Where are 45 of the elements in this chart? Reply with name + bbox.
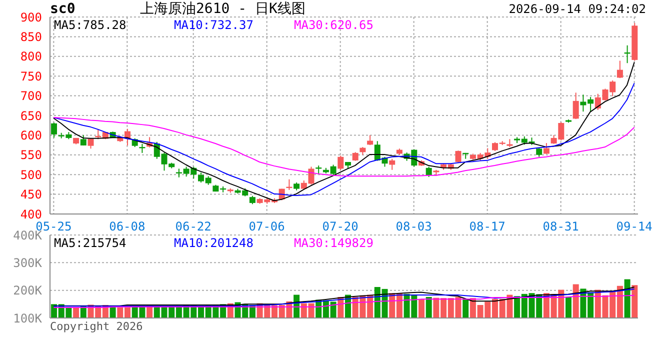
- candlestick: [426, 166, 432, 178]
- chart-title: 上海原油2610 - 日K线图: [140, 0, 306, 18]
- y-tick-label: 500: [20, 168, 42, 182]
- text: MA10:201248: [174, 236, 254, 250]
- candlestick: [572, 92, 579, 120]
- annotation: sc0: [50, 1, 76, 17]
- y-tick-label: 550: [20, 148, 42, 162]
- text: 2026-09-14 09:24:02: [508, 2, 646, 16]
- y-tick-label: 450: [20, 188, 42, 202]
- y-tick-label: 800: [20, 50, 42, 64]
- text: MA5:215754: [54, 236, 128, 250]
- text: Copyright 2026: [50, 320, 143, 333]
- x-tick-label: 06-08: [109, 220, 146, 234]
- text: MA10:732.37: [174, 18, 254, 32]
- line-series: [53, 294, 635, 308]
- candlestick: [367, 134, 374, 146]
- x-tick-label: 08-03: [396, 220, 432, 234]
- y-tick-label: 300K: [13, 256, 43, 270]
- line-series: [53, 62, 635, 202]
- candlestick: [616, 60, 623, 79]
- candlestick: [51, 122, 57, 138]
- candlestick: [455, 150, 462, 164]
- text: MA30:620.65: [294, 18, 374, 32]
- line-series: [53, 82, 635, 196]
- candlestick: [80, 134, 86, 146]
- y-tick-label: 600: [20, 128, 42, 142]
- y-tick-label: 650: [20, 108, 42, 123]
- x-tick-label: 08-17: [469, 220, 506, 234]
- y-tick-label: 200K: [13, 284, 43, 298]
- text: MA5:785.28: [54, 18, 128, 32]
- x-tick-label: 08-31: [542, 220, 579, 234]
- y-tick-label: 750: [20, 69, 42, 84]
- y-tick-label: 900: [20, 10, 42, 24]
- y-tick-label: 700: [20, 89, 42, 104]
- y-tick-label: 100K: [13, 311, 43, 326]
- y-tick-label: 850: [20, 30, 42, 44]
- text: MA30:149829: [294, 236, 374, 250]
- x-tick-label: 07-06: [248, 220, 285, 234]
- x-tick-label: 09-14: [616, 220, 652, 234]
- x-tick-label: 07-20: [322, 220, 358, 234]
- y-tick-label: 400: [20, 207, 42, 222]
- x-tick-label: 06-22: [175, 220, 212, 234]
- candlestick: [338, 155, 344, 170]
- candlestick: [389, 158, 396, 170]
- candlestick: [543, 142, 550, 155]
